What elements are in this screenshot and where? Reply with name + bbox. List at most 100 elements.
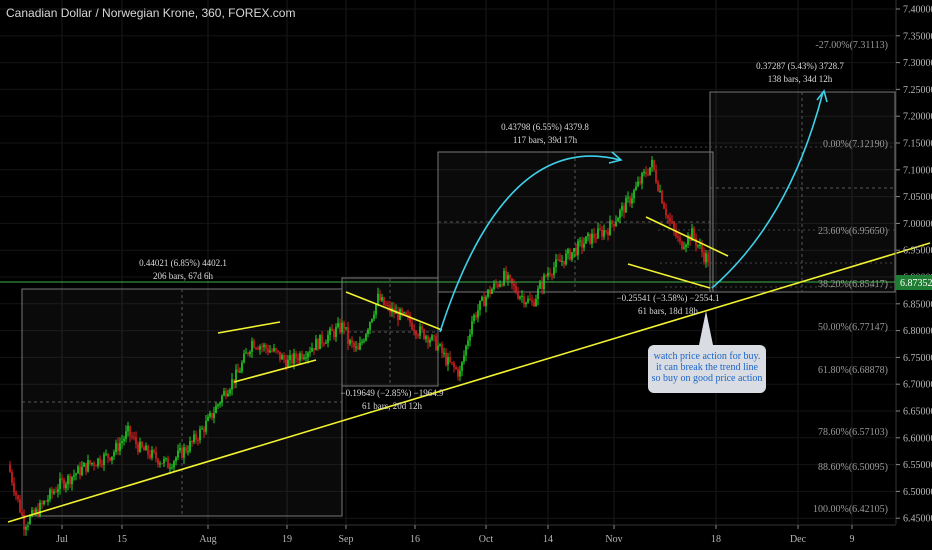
fib-label: 78.60%(6.57103)	[818, 427, 888, 438]
measure-label-line1: 0.44021 (6.85%) 4402.1	[139, 258, 227, 268]
candle-body	[381, 297, 383, 301]
candle-body	[427, 336, 429, 343]
candle-body	[107, 453, 109, 458]
candle-body	[267, 348, 269, 353]
candle-body	[279, 351, 281, 360]
price-tick-label: 7.20000	[903, 112, 932, 123]
candle-body	[671, 221, 673, 223]
candle-body	[423, 329, 425, 339]
candle-body	[143, 447, 145, 451]
candle-body	[545, 275, 547, 277]
candle-body	[337, 322, 339, 328]
price-tick-label: 7.40000	[903, 5, 932, 16]
candle-body	[283, 355, 285, 360]
candle-body	[61, 478, 63, 480]
candle-body	[199, 429, 201, 441]
candle-body	[499, 284, 501, 287]
candle-body	[693, 228, 695, 238]
time-tick-label: Dec	[790, 534, 807, 545]
candle-body	[43, 501, 45, 505]
candle-body	[699, 244, 701, 246]
candle-body	[13, 482, 15, 493]
candle-body	[201, 428, 203, 430]
candle-body	[315, 339, 317, 351]
candle-body	[271, 350, 273, 352]
candle-body	[629, 197, 631, 204]
candle-body	[87, 460, 89, 472]
candle-body	[109, 457, 111, 461]
candle-body	[303, 357, 305, 359]
candle-body	[341, 322, 343, 333]
candle-body	[371, 318, 373, 323]
candle-body	[677, 236, 679, 238]
candle-body	[377, 293, 379, 304]
candle-body	[65, 484, 67, 489]
candle-body	[583, 243, 585, 248]
time-tick-label: 14	[543, 534, 553, 545]
candle-body	[535, 298, 537, 307]
candle-body	[567, 249, 569, 254]
candle-body	[135, 437, 137, 444]
time-tick-label: Oct	[479, 534, 494, 545]
candle-body	[369, 322, 371, 330]
candle-body	[41, 502, 43, 505]
candle-body	[63, 479, 65, 489]
candle-body	[145, 445, 147, 451]
candle-body	[333, 331, 335, 337]
wedge-lower	[627, 263, 711, 289]
candle-body	[307, 352, 309, 358]
candle-body	[411, 322, 413, 330]
candle-body	[293, 353, 295, 364]
candle-body	[71, 476, 73, 485]
candles	[9, 156, 709, 536]
annotation-note[interactable]: watch price action for buy. it can break…	[648, 345, 766, 393]
candle-body	[547, 272, 549, 277]
candle-body	[521, 295, 523, 297]
candle-body	[321, 334, 323, 344]
candle-body	[365, 334, 367, 341]
note-line-3: so buy on good price action	[651, 373, 763, 384]
candle-body	[599, 228, 601, 230]
candle-body	[85, 463, 87, 472]
price-tick-label: 6.60000	[903, 433, 932, 444]
candle-body	[705, 253, 707, 263]
candle-body	[363, 340, 365, 342]
price-tick-label: 7.10000	[903, 165, 932, 176]
candle-body	[9, 464, 11, 473]
price-tick-label: 6.95000	[903, 246, 932, 257]
note-pointer	[699, 311, 713, 345]
time-tick-label: 15	[117, 534, 127, 545]
candle-body	[435, 336, 437, 351]
candle-body	[223, 390, 225, 396]
candle-body	[565, 253, 567, 265]
candle-body	[255, 347, 257, 349]
candle-body	[119, 443, 121, 451]
price-tick-label: 6.45000	[903, 514, 932, 525]
candle-body	[669, 217, 671, 222]
candle-body	[211, 412, 213, 419]
candle-body	[603, 230, 605, 237]
channel-lower	[233, 359, 317, 383]
candle-body	[291, 355, 293, 364]
price-tick-label: 6.80000	[903, 326, 932, 337]
note-line-2: it can break the trend line	[656, 362, 758, 373]
candle-body	[259, 346, 261, 350]
candle-body	[149, 454, 151, 458]
measure-label-line1: 0.43798 (6.55%) 4379.8	[501, 122, 589, 132]
candle-body	[29, 515, 31, 525]
candle-body	[443, 352, 445, 354]
candle-body	[595, 238, 597, 240]
candle-body	[461, 361, 463, 371]
candle-body	[99, 458, 101, 465]
wedge-upper	[645, 216, 729, 257]
trend-line	[7, 242, 931, 523]
current-price-label: 6.87352	[900, 278, 932, 289]
candle-body	[491, 289, 493, 294]
candle-body	[541, 282, 543, 290]
candle-body	[653, 160, 655, 170]
candle-body	[75, 473, 77, 476]
candle-body	[577, 241, 579, 256]
candle-body	[359, 342, 361, 350]
candle-body	[305, 357, 307, 359]
